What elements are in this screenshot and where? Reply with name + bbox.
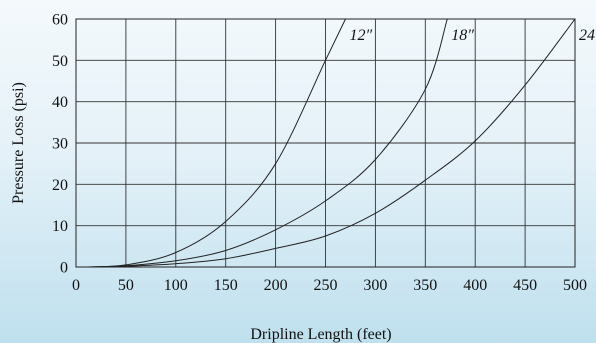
y-tick-label: 0 <box>60 260 68 277</box>
series-line <box>85 18 346 268</box>
series-line <box>85 18 448 268</box>
x-tick-label: 150 <box>214 277 238 294</box>
y-tick-label: 10 <box>52 218 68 235</box>
x-tick-label: 350 <box>413 277 437 294</box>
series-labels: 12″ 18″ 24″ <box>349 27 596 44</box>
series-line <box>85 18 576 268</box>
grid <box>75 18 576 268</box>
x-tick-label: 0 <box>72 277 80 294</box>
y-axis-ticks: 0 10 20 30 40 50 60 <box>52 12 68 277</box>
plot-frame <box>75 18 576 268</box>
x-tick-label: 500 <box>563 277 587 294</box>
y-tick-label: 50 <box>52 53 68 70</box>
x-tick-label: 200 <box>264 277 288 294</box>
series-label: 12″ <box>349 27 372 44</box>
x-tick-label: 400 <box>463 277 487 294</box>
series-lines <box>85 18 576 268</box>
series-label: 18″ <box>451 27 474 44</box>
y-tick-label: 60 <box>52 12 68 29</box>
x-axis-title: Dripline Length (feet) <box>250 326 391 343</box>
x-tick-label: 50 <box>118 277 134 294</box>
y-tick-label: 20 <box>52 177 68 194</box>
y-tick-label: 30 <box>52 136 68 153</box>
x-tick-label: 450 <box>513 277 537 294</box>
x-axis-ticks: 0 50 100 150 200 250 300 350 400 450 500 <box>72 277 587 294</box>
x-tick-label: 300 <box>363 277 387 294</box>
x-tick-label: 100 <box>164 277 188 294</box>
x-tick-label: 250 <box>314 277 338 294</box>
series-label: 24″ <box>579 27 596 44</box>
y-axis-title: Pressure Loss (psi) <box>10 82 27 204</box>
y-tick-label: 40 <box>52 94 68 111</box>
